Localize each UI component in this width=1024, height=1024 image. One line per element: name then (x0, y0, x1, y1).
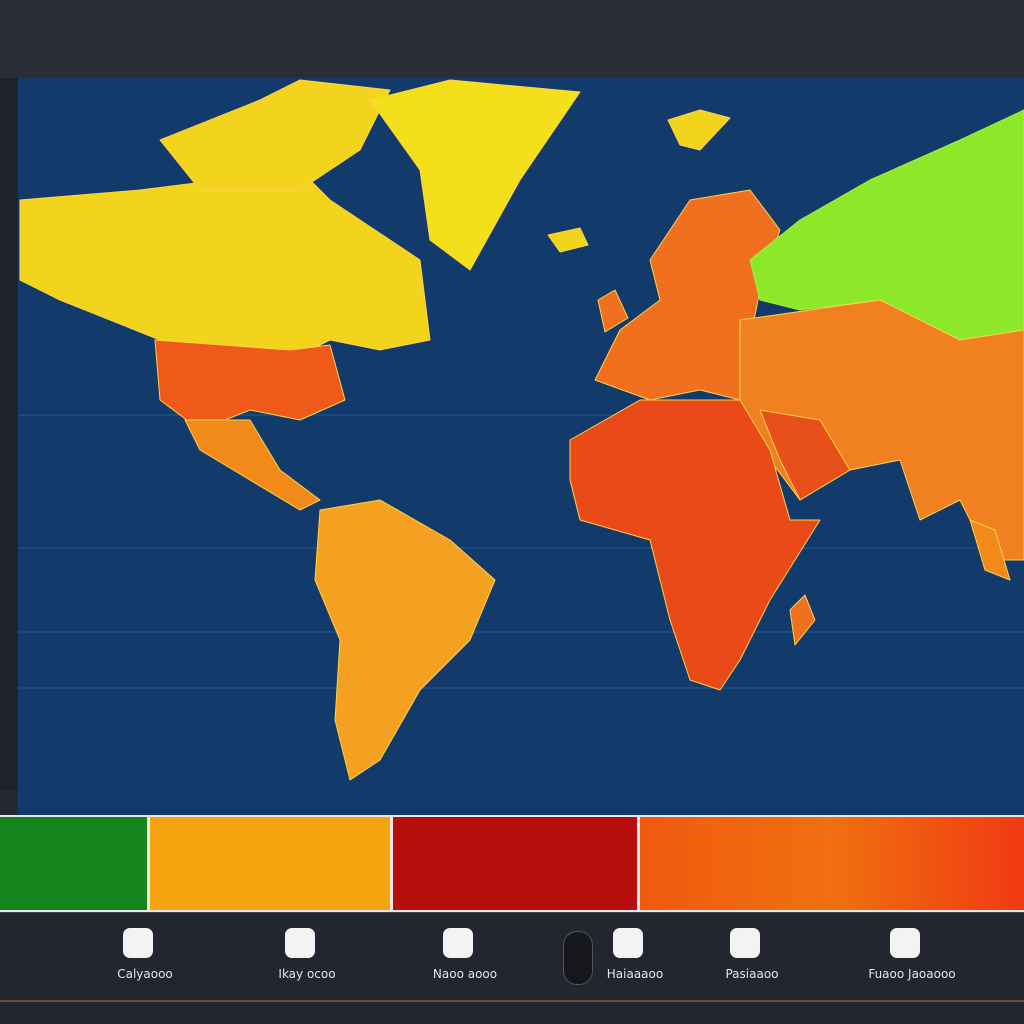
south-america (314, 499, 496, 781)
legend-swatch (150, 817, 390, 910)
tool-label: Fuaoo Jaoaooo (868, 967, 956, 981)
tool-button[interactable] (890, 928, 920, 958)
central-america (184, 419, 321, 511)
tool-label: Haiaaaoo (606, 967, 664, 981)
europe (594, 189, 781, 401)
divider (0, 1000, 1024, 1002)
tool-label: Calyaooo (117, 967, 173, 981)
tool-label: Pasiaaoo (725, 967, 779, 981)
legend-swatch (0, 817, 147, 910)
toolbar: Calyaooo Ikay ocoo Naoo aooo Haiaaaoo Pa… (0, 912, 1024, 1024)
tool-button[interactable] (730, 928, 760, 958)
greenland (369, 79, 581, 271)
slider-handle[interactable] (563, 931, 593, 985)
iceland (547, 227, 589, 253)
color-legend (0, 815, 1024, 912)
russia (749, 109, 1024, 341)
tool-label: Ikay ocoo (278, 967, 336, 981)
japan (969, 519, 1011, 581)
tool-label: Naoo aooo (432, 967, 498, 981)
arctic-islands (159, 79, 391, 191)
britain (597, 289, 629, 333)
tool-button[interactable] (285, 928, 315, 958)
side-panel (0, 78, 19, 790)
middle-east (759, 409, 851, 501)
world-map (18, 78, 1024, 815)
tool-button[interactable] (123, 928, 153, 958)
tool-button[interactable] (443, 928, 473, 958)
usa (154, 339, 346, 431)
tool-button[interactable] (613, 928, 643, 958)
legend-swatch (393, 817, 637, 910)
top-bar (0, 0, 1024, 78)
africa (569, 399, 821, 691)
svalbard (667, 109, 731, 151)
madagascar (789, 594, 816, 646)
legend-swatch (640, 817, 1024, 910)
